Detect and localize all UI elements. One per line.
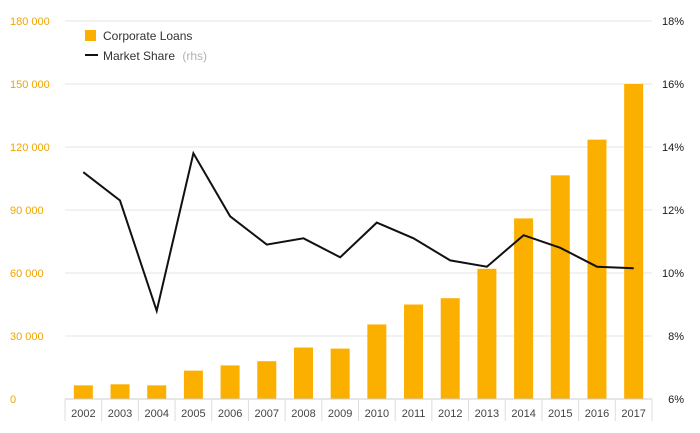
bar-corporate-loans xyxy=(183,370,203,399)
legend-swatch-corporate-loans xyxy=(85,30,96,41)
bar-corporate-loans xyxy=(514,218,534,399)
bar-corporate-loans xyxy=(404,304,424,399)
y-left-tick-label: 90 000 xyxy=(10,205,44,217)
x-tick-label: 2009 xyxy=(328,408,352,420)
x-tick-label: 2013 xyxy=(475,408,499,420)
y-left-tick-label: 60 000 xyxy=(10,268,44,280)
y-right-tick-label: 12% xyxy=(662,205,684,217)
x-tick-label: 2002 xyxy=(71,408,95,420)
line-series xyxy=(82,150,634,315)
bar-corporate-loans xyxy=(550,175,570,399)
y-right-tick-label: 18% xyxy=(662,16,684,28)
bar-corporate-loans xyxy=(367,324,387,399)
bar-corporate-loans xyxy=(110,384,130,399)
x-tick-label: 2007 xyxy=(255,408,279,420)
bar-series xyxy=(73,84,644,399)
y-right-tick-label: 10% xyxy=(662,268,684,280)
y-right-tick-label: 8% xyxy=(668,331,684,343)
x-tick-label: 2016 xyxy=(585,408,609,420)
bar-corporate-loans xyxy=(147,385,167,399)
x-tick-label: 2004 xyxy=(144,408,168,420)
y-right-tick-label: 14% xyxy=(662,142,684,154)
y-right-tick-label: 16% xyxy=(662,79,684,91)
bar-corporate-loans xyxy=(440,298,460,399)
line-market-share xyxy=(82,150,634,315)
legend: Corporate Loans Market Share (rhs) xyxy=(85,29,207,63)
legend-label-corporate-loans: Corporate Loans xyxy=(103,29,192,43)
bar-corporate-loans xyxy=(257,361,277,399)
legend-label-market-share: Market Share (rhs) xyxy=(103,49,207,63)
bar-corporate-loans xyxy=(73,385,93,399)
y-left-tick-label: 30 000 xyxy=(10,331,44,343)
x-tick-label: 2005 xyxy=(181,408,205,420)
bar-corporate-loans xyxy=(587,139,607,399)
x-tick-label: 2011 xyxy=(402,408,426,420)
bar-corporate-loans xyxy=(624,84,644,399)
axes: 0 30 000 60 000 90 000 120 000 150 000 180 000… xyxy=(10,16,684,421)
x-tick-label: 2017 xyxy=(621,408,645,420)
x-tick-label: 2015 xyxy=(548,408,572,420)
bar-corporate-loans xyxy=(477,268,497,399)
x-tick-label: 2014 xyxy=(511,408,535,420)
y-left-tick-label: 120 000 xyxy=(10,142,50,154)
y-left-tick-label: 150 000 xyxy=(10,79,50,91)
x-tick-label: 2006 xyxy=(218,408,242,420)
bar-corporate-loans xyxy=(293,347,313,399)
bar-corporate-loans xyxy=(220,365,240,399)
legend-label-market-share-text: Market Share xyxy=(103,49,175,63)
x-tick-label: 2008 xyxy=(291,408,315,420)
y-left-tick-label: 0 xyxy=(10,394,16,406)
y-right-tick-label: 6% xyxy=(668,394,684,406)
legend-label-market-share-note: (rhs) xyxy=(182,49,207,63)
x-tick-label: 2012 xyxy=(438,408,462,420)
x-tick-label: 2003 xyxy=(108,408,132,420)
bar-corporate-loans xyxy=(330,348,350,399)
x-tick-label: 2010 xyxy=(365,408,389,420)
y-left-tick-label: 180 000 xyxy=(10,16,50,28)
